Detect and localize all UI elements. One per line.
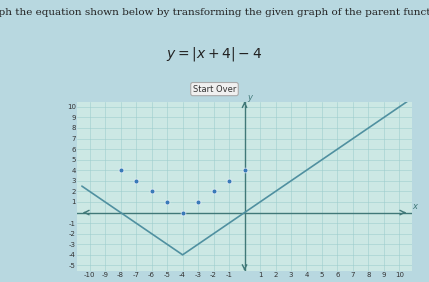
Text: x: x [412,202,417,211]
Text: $y = |x + 4| - 4$: $y = |x + 4| - 4$ [166,45,263,63]
Text: y: y [247,92,252,102]
Text: Start Over: Start Over [193,85,236,94]
Text: Graph the equation shown below by transforming the given graph of the parent fun: Graph the equation shown below by transf… [0,8,429,17]
